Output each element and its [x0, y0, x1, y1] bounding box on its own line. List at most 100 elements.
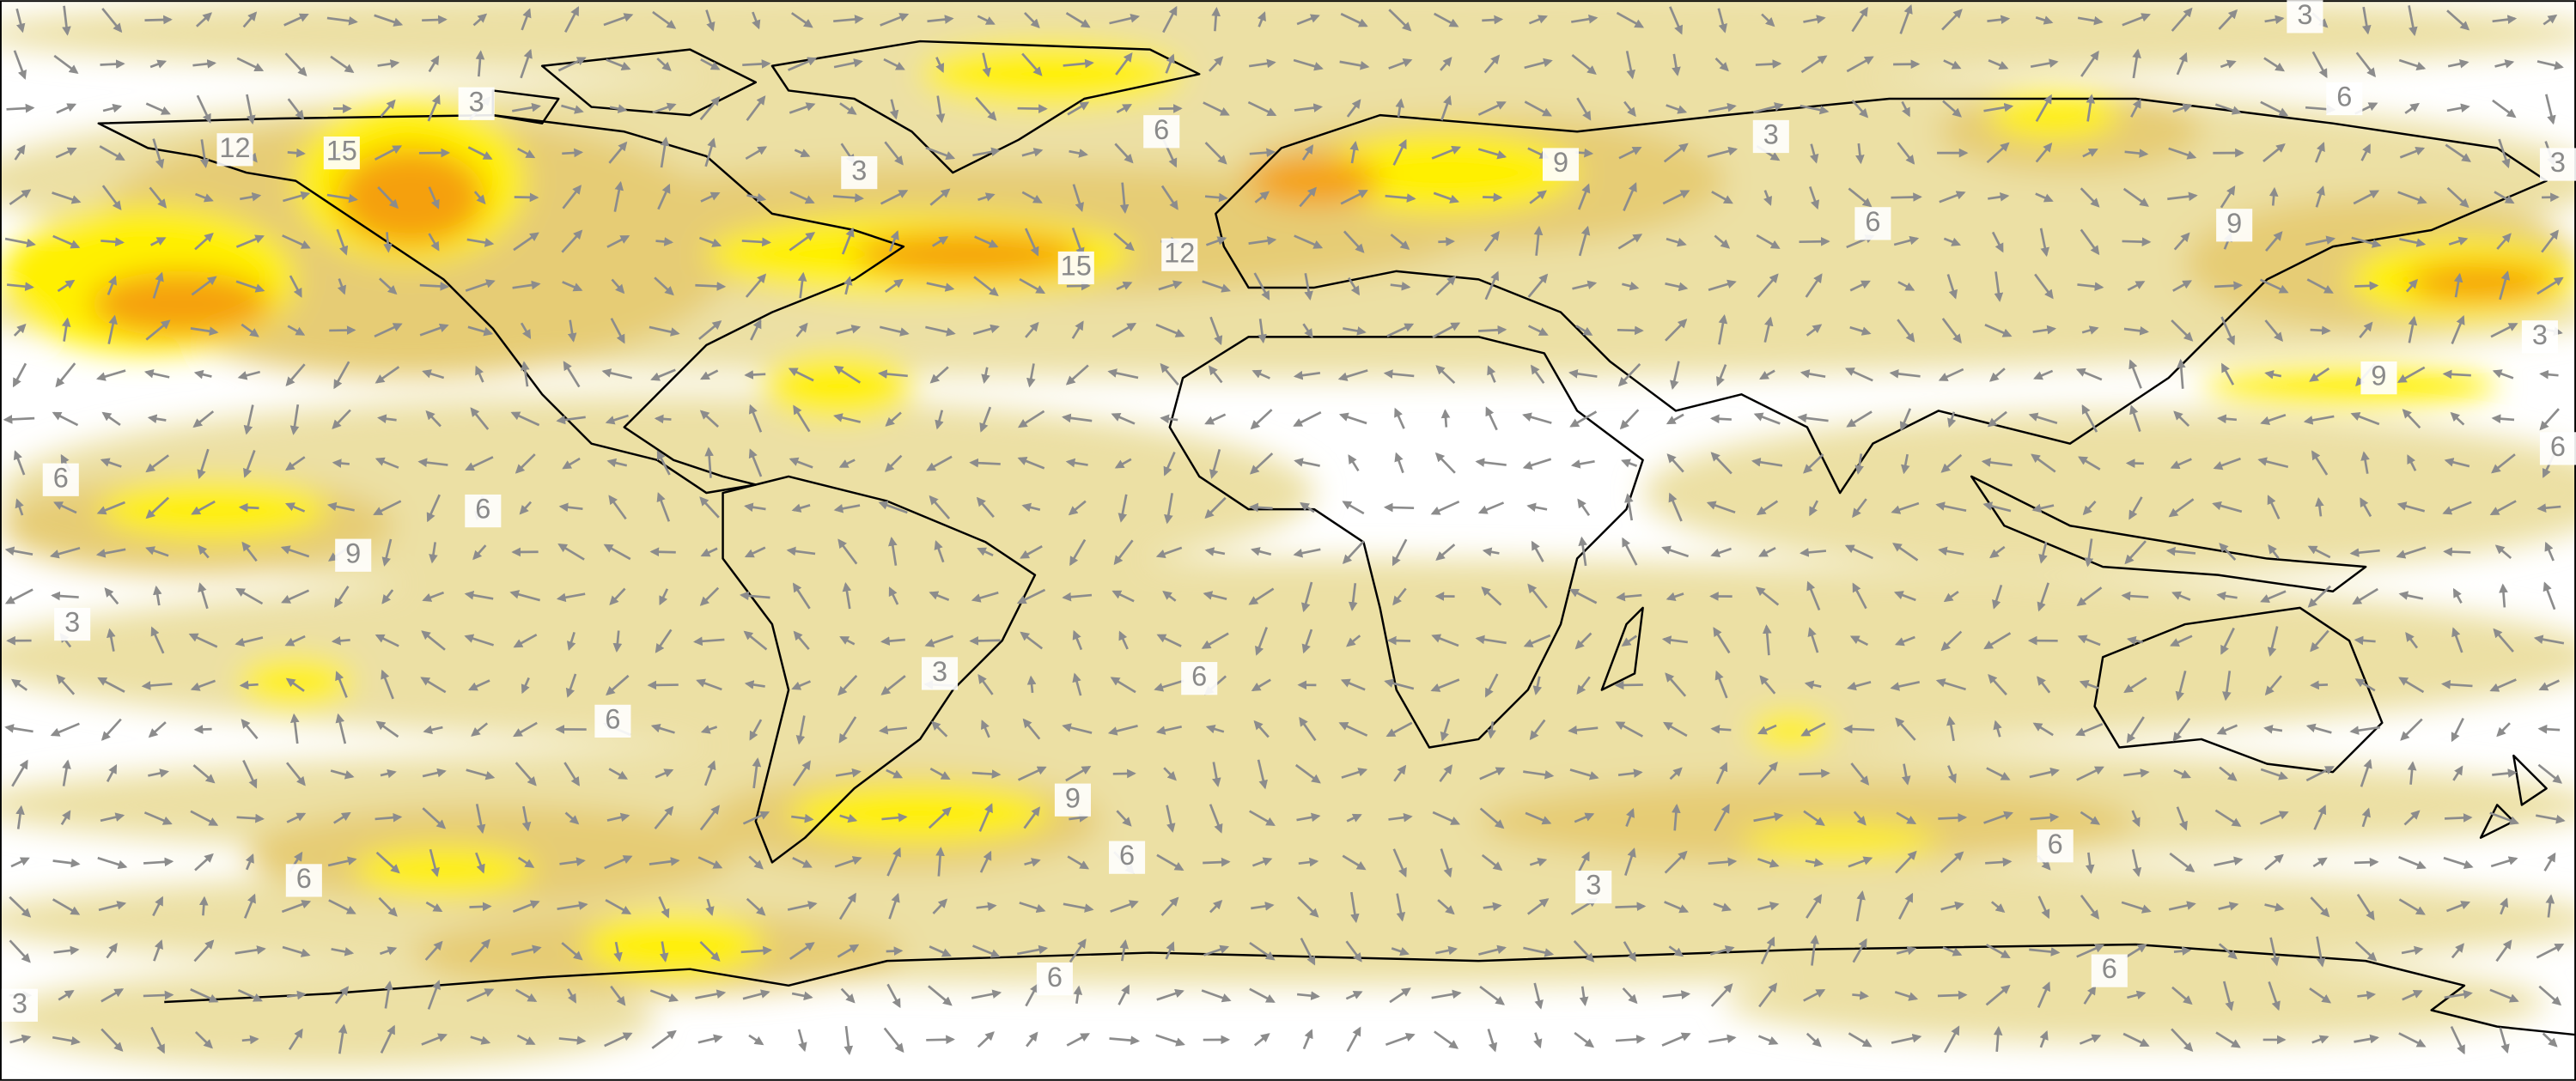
wind-arrow: [2306, 278, 2334, 294]
wind-arrow: [748, 448, 763, 477]
wind-arrow: [287, 98, 305, 120]
wind-arrow: [1301, 581, 1313, 613]
contour-label: 6: [53, 462, 69, 493]
wind-arrow: [429, 542, 438, 564]
wind-arrow: [1940, 630, 1963, 652]
wind-arrow: [1528, 15, 1548, 25]
wind-arrow: [612, 630, 623, 653]
wind-arrow: [1299, 186, 1317, 208]
wind-arrow: [421, 630, 446, 651]
wind-arrow: [563, 762, 580, 786]
wind-arrow: [1751, 457, 1783, 467]
wind-arrow: [141, 681, 173, 690]
wind-arrow: [699, 586, 720, 606]
wind-arrow: [2536, 276, 2564, 295]
wind-arrow: [608, 141, 628, 164]
wind-arrow: [1941, 318, 1962, 344]
wind-arrow: [57, 279, 76, 293]
wind-arrow: [198, 544, 210, 559]
wind-arrow: [606, 812, 630, 823]
wind-arrow: [515, 762, 537, 786]
wind-arrow: [972, 147, 1001, 157]
wind-arrow: [10, 678, 28, 691]
shade-blob: [98, 479, 329, 539]
wind-arrow: [1625, 51, 1636, 80]
wind-arrow: [977, 674, 994, 695]
wind-arrow: [1524, 58, 1553, 70]
wind-arrow: [2177, 358, 2186, 389]
wind-arrow: [563, 361, 581, 388]
wind-arrow: [2442, 501, 2472, 515]
wind-arrow: [1666, 413, 1684, 425]
wind-arrow: [2220, 627, 2235, 655]
contour-label: 6: [2102, 953, 2117, 984]
wind-arrow: [613, 180, 624, 212]
wind-arrow: [791, 680, 811, 690]
wind-arrow: [979, 406, 992, 433]
wind-arrow: [1339, 60, 1370, 70]
wind-arrow: [143, 811, 173, 825]
wind-arrow: [794, 149, 811, 158]
wind-arrow: [2305, 723, 2332, 734]
wind-arrow: [2173, 232, 2190, 251]
wind-arrow: [1891, 501, 1920, 514]
wind-arrow: [2167, 191, 2198, 202]
wind-arrow: [1204, 547, 1226, 556]
wind-arrow: [335, 713, 347, 744]
wind-arrow: [2126, 716, 2145, 744]
wind-arrow: [2359, 321, 2373, 338]
wind-arrow: [1481, 586, 1502, 606]
wind-arrow: [333, 361, 350, 390]
wind-arrow: [2082, 501, 2097, 516]
wind-arrow: [283, 191, 311, 203]
wind-arrow: [428, 233, 440, 252]
wind-arrow: [1523, 634, 1551, 647]
wind-arrow: [2264, 15, 2285, 25]
wind-arrow: [1439, 764, 1453, 782]
wind-arrow: [1759, 369, 1775, 380]
wind-arrow: [286, 762, 306, 786]
wind-arrow: [1799, 236, 1830, 246]
wind-arrow: [2543, 581, 2556, 610]
wind-arrow: [1155, 546, 1183, 559]
wind-arrow: [1209, 316, 1223, 346]
wind-arrow: [285, 456, 306, 471]
wind-arrow: [1119, 182, 1130, 215]
wind-arrow: [236, 57, 265, 72]
wind-arrow: [1211, 7, 1221, 32]
wind-arrow: [2494, 59, 2515, 69]
wind-arrow: [837, 675, 858, 696]
wind-arrow: [1024, 228, 1039, 257]
wind-arrow: [1477, 148, 1507, 160]
wind-arrow: [96, 501, 125, 515]
wind-arrow: [2076, 586, 2103, 607]
contour-label: 6: [2550, 431, 2566, 462]
wind-arrow: [1989, 545, 2006, 559]
wind-arrow: [699, 805, 720, 831]
wind-arrow: [1753, 412, 1781, 425]
wind-arrow: [603, 544, 631, 561]
wind-arrow: [1899, 408, 1912, 432]
wind-arrow: [464, 634, 495, 647]
shade-blob: [2201, 366, 2498, 406]
wind-arrow: [842, 581, 852, 610]
wind-arrow: [929, 188, 951, 206]
wind-arrow: [6, 103, 35, 113]
wind-arrow: [929, 495, 951, 519]
wind-arrow: [1618, 146, 1642, 160]
wind-arrow: [1621, 459, 1638, 468]
wind-arrow: [652, 102, 677, 114]
wind-arrow: [1065, 364, 1089, 386]
wind-arrow: [1526, 502, 1548, 513]
wind-arrow: [1943, 237, 1962, 246]
wind-arrow: [1577, 498, 1591, 517]
wind-arrow: [610, 318, 625, 344]
wind-arrow: [284, 52, 308, 76]
wind-arrow: [1072, 184, 1084, 212]
wind-arrow: [1943, 591, 1959, 603]
wind-arrow: [2219, 543, 2237, 562]
wind-arrow: [147, 414, 167, 424]
wind-arrow: [1477, 501, 1505, 514]
wind-arrow: [2407, 761, 2417, 785]
wind-arrow: [2539, 369, 2559, 380]
